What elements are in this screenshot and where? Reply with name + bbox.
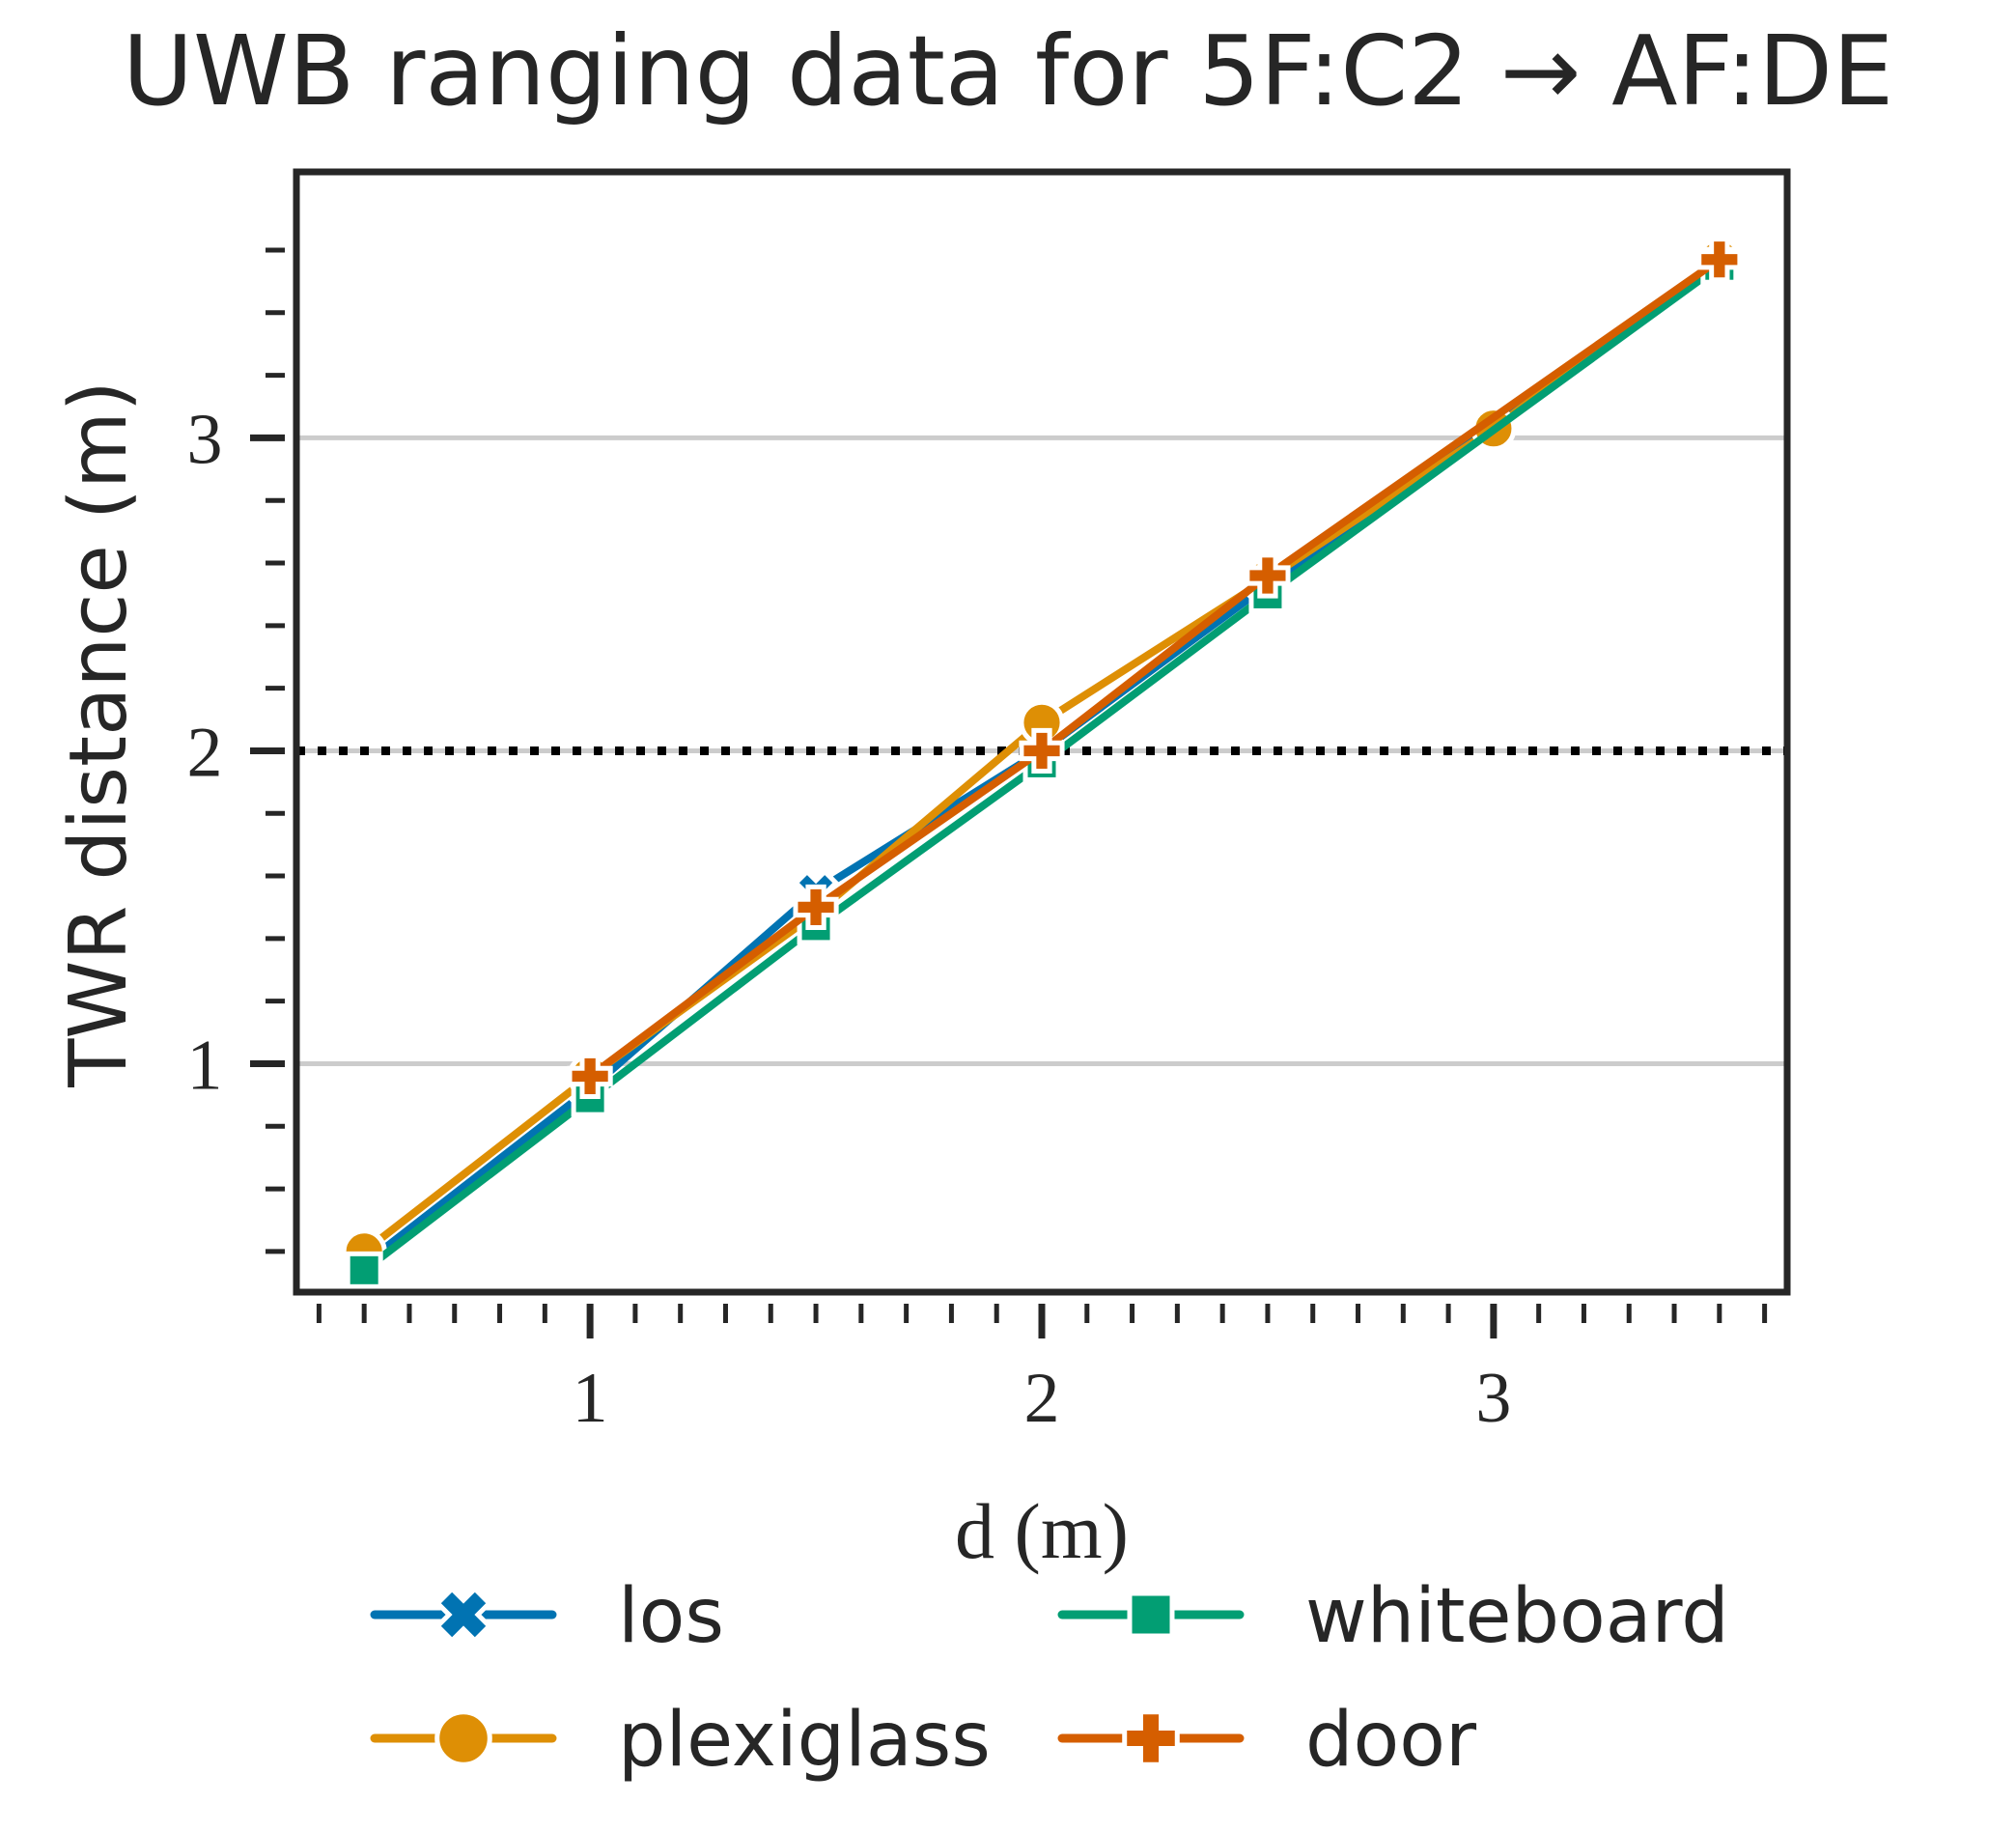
marker-shape: [1127, 1591, 1175, 1639]
series-line-whiteboard: [360, 262, 1723, 1275]
plot-frame: [293, 168, 1791, 1296]
marker-shape: [345, 1251, 383, 1289]
legend-label: los: [618, 1573, 724, 1660]
legend-label: plexiglass: [618, 1697, 991, 1784]
marker-shape: [1245, 552, 1291, 599]
x-tick-label: 2: [1024, 1359, 1060, 1438]
data-point-door: [793, 884, 839, 931]
marker-shape: [793, 884, 839, 931]
legend-item-door: door: [1057, 1697, 1477, 1784]
legend-label: whiteboard: [1305, 1573, 1729, 1660]
y-tick-label: 1: [187, 1026, 223, 1105]
legend: los plexiglass whiteboard door: [370, 1573, 1729, 1784]
legend-marker: [434, 1585, 493, 1645]
marker-shape: [434, 1585, 493, 1645]
legend-label: door: [1305, 1697, 1477, 1784]
marker-shape: [1019, 727, 1065, 775]
data-point-door: [1019, 727, 1065, 775]
legend-item-los: los: [370, 1573, 724, 1660]
legend-item-whiteboard: whiteboard: [1057, 1573, 1729, 1660]
y-tick-label: 2: [187, 713, 223, 792]
x-axis-label: d (m): [955, 1487, 1129, 1575]
series-layer: [340, 237, 1744, 1289]
series-line-door: [586, 255, 1723, 1081]
data-point-door: [1245, 552, 1291, 599]
axis-ticks: 1 2 3 1 2 3: [187, 247, 1768, 1438]
x-tick-label: 3: [1475, 1359, 1511, 1438]
legend-marker: [1122, 1709, 1180, 1767]
chart-title: UWB ranging data for 5F:C2 → AF:DE: [123, 14, 1893, 127]
y-axis-label: TWR distance (m): [53, 380, 145, 1088]
x-tick-label: 1: [573, 1359, 608, 1438]
legend-item-plexiglass: plexiglass: [370, 1697, 991, 1784]
y-tick-label: 3: [187, 400, 223, 479]
marker-shape: [434, 1709, 492, 1767]
data-point-door: [567, 1053, 613, 1099]
data-point-whiteboard: [345, 1251, 383, 1289]
marker-shape: [1122, 1709, 1180, 1767]
data-point-door: [1696, 237, 1743, 283]
marker-shape: [1696, 237, 1743, 283]
legend-marker: [434, 1709, 492, 1767]
marker-shape: [567, 1053, 613, 1099]
legend-marker: [1127, 1591, 1175, 1639]
